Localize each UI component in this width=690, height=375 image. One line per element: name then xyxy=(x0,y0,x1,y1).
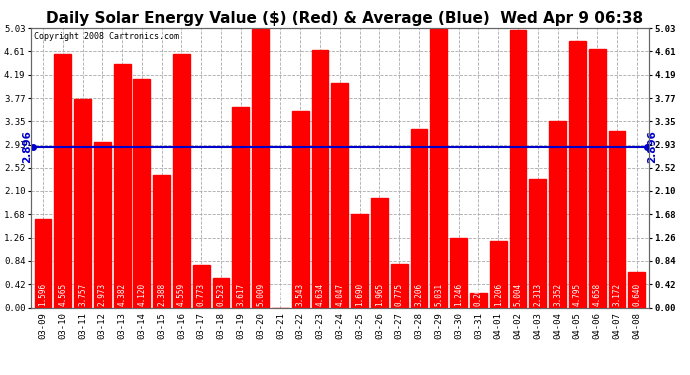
Bar xyxy=(609,131,625,308)
Text: 0.773: 0.773 xyxy=(197,283,206,306)
Text: 4.634: 4.634 xyxy=(315,283,324,306)
Text: 5.004: 5.004 xyxy=(513,283,522,306)
Bar xyxy=(292,111,308,308)
Bar xyxy=(391,264,408,308)
Bar xyxy=(431,28,447,308)
Text: 2.896: 2.896 xyxy=(22,130,32,163)
Bar xyxy=(114,64,130,308)
Bar xyxy=(94,142,110,308)
Text: Copyright 2008 Cartronics.com: Copyright 2008 Cartronics.com xyxy=(34,32,179,41)
Bar xyxy=(450,238,467,308)
Bar xyxy=(213,279,230,308)
Bar xyxy=(233,106,249,308)
Text: 3.617: 3.617 xyxy=(237,283,246,306)
Text: Daily Solar Energy Value ($) (Red) & Average (Blue)  Wed Apr 9 06:38: Daily Solar Energy Value ($) (Red) & Ave… xyxy=(46,11,644,26)
Bar xyxy=(173,54,190,307)
Bar xyxy=(411,129,427,308)
Bar xyxy=(629,272,645,308)
Text: 1.246: 1.246 xyxy=(454,283,463,306)
Text: 2.388: 2.388 xyxy=(157,283,166,306)
Text: 0.000: 0.000 xyxy=(276,283,285,306)
Bar xyxy=(569,41,586,308)
Bar xyxy=(509,30,526,308)
Bar xyxy=(74,99,91,308)
Bar xyxy=(153,175,170,308)
Text: 5.009: 5.009 xyxy=(256,283,265,306)
Bar xyxy=(331,83,348,308)
Text: 5.031: 5.031 xyxy=(434,283,443,306)
Text: 4.658: 4.658 xyxy=(593,283,602,306)
Bar xyxy=(371,198,388,308)
Text: 3.352: 3.352 xyxy=(553,283,562,306)
Text: 2.313: 2.313 xyxy=(533,283,542,306)
Text: 3.172: 3.172 xyxy=(613,283,622,306)
Text: 4.565: 4.565 xyxy=(58,283,67,306)
Bar xyxy=(589,49,606,308)
Bar xyxy=(55,54,71,307)
Bar xyxy=(193,265,210,308)
Bar xyxy=(34,219,51,308)
Bar xyxy=(312,50,328,308)
Text: 4.047: 4.047 xyxy=(335,283,344,306)
Bar xyxy=(351,214,368,308)
Bar xyxy=(470,293,486,308)
Text: 0.523: 0.523 xyxy=(217,283,226,306)
Text: 0.640: 0.640 xyxy=(632,283,641,306)
Bar xyxy=(549,122,566,308)
Bar xyxy=(253,29,269,308)
Bar xyxy=(133,79,150,308)
Text: 0.266: 0.266 xyxy=(474,283,483,306)
Text: 4.120: 4.120 xyxy=(137,283,146,306)
Text: 3.206: 3.206 xyxy=(415,283,424,306)
Text: 3.543: 3.543 xyxy=(296,283,305,306)
Text: 2.896: 2.896 xyxy=(648,130,658,163)
Text: 4.559: 4.559 xyxy=(177,283,186,306)
Text: 2.973: 2.973 xyxy=(98,283,107,306)
Text: 1.690: 1.690 xyxy=(355,283,364,306)
Text: 1.596: 1.596 xyxy=(39,283,48,306)
Bar xyxy=(490,240,506,308)
Text: 0.775: 0.775 xyxy=(395,283,404,306)
Text: 4.795: 4.795 xyxy=(573,283,582,306)
Text: 4.382: 4.382 xyxy=(117,283,126,306)
Bar xyxy=(529,179,546,308)
Text: 3.757: 3.757 xyxy=(78,283,87,306)
Text: 1.965: 1.965 xyxy=(375,283,384,306)
Text: 1.206: 1.206 xyxy=(493,283,503,306)
